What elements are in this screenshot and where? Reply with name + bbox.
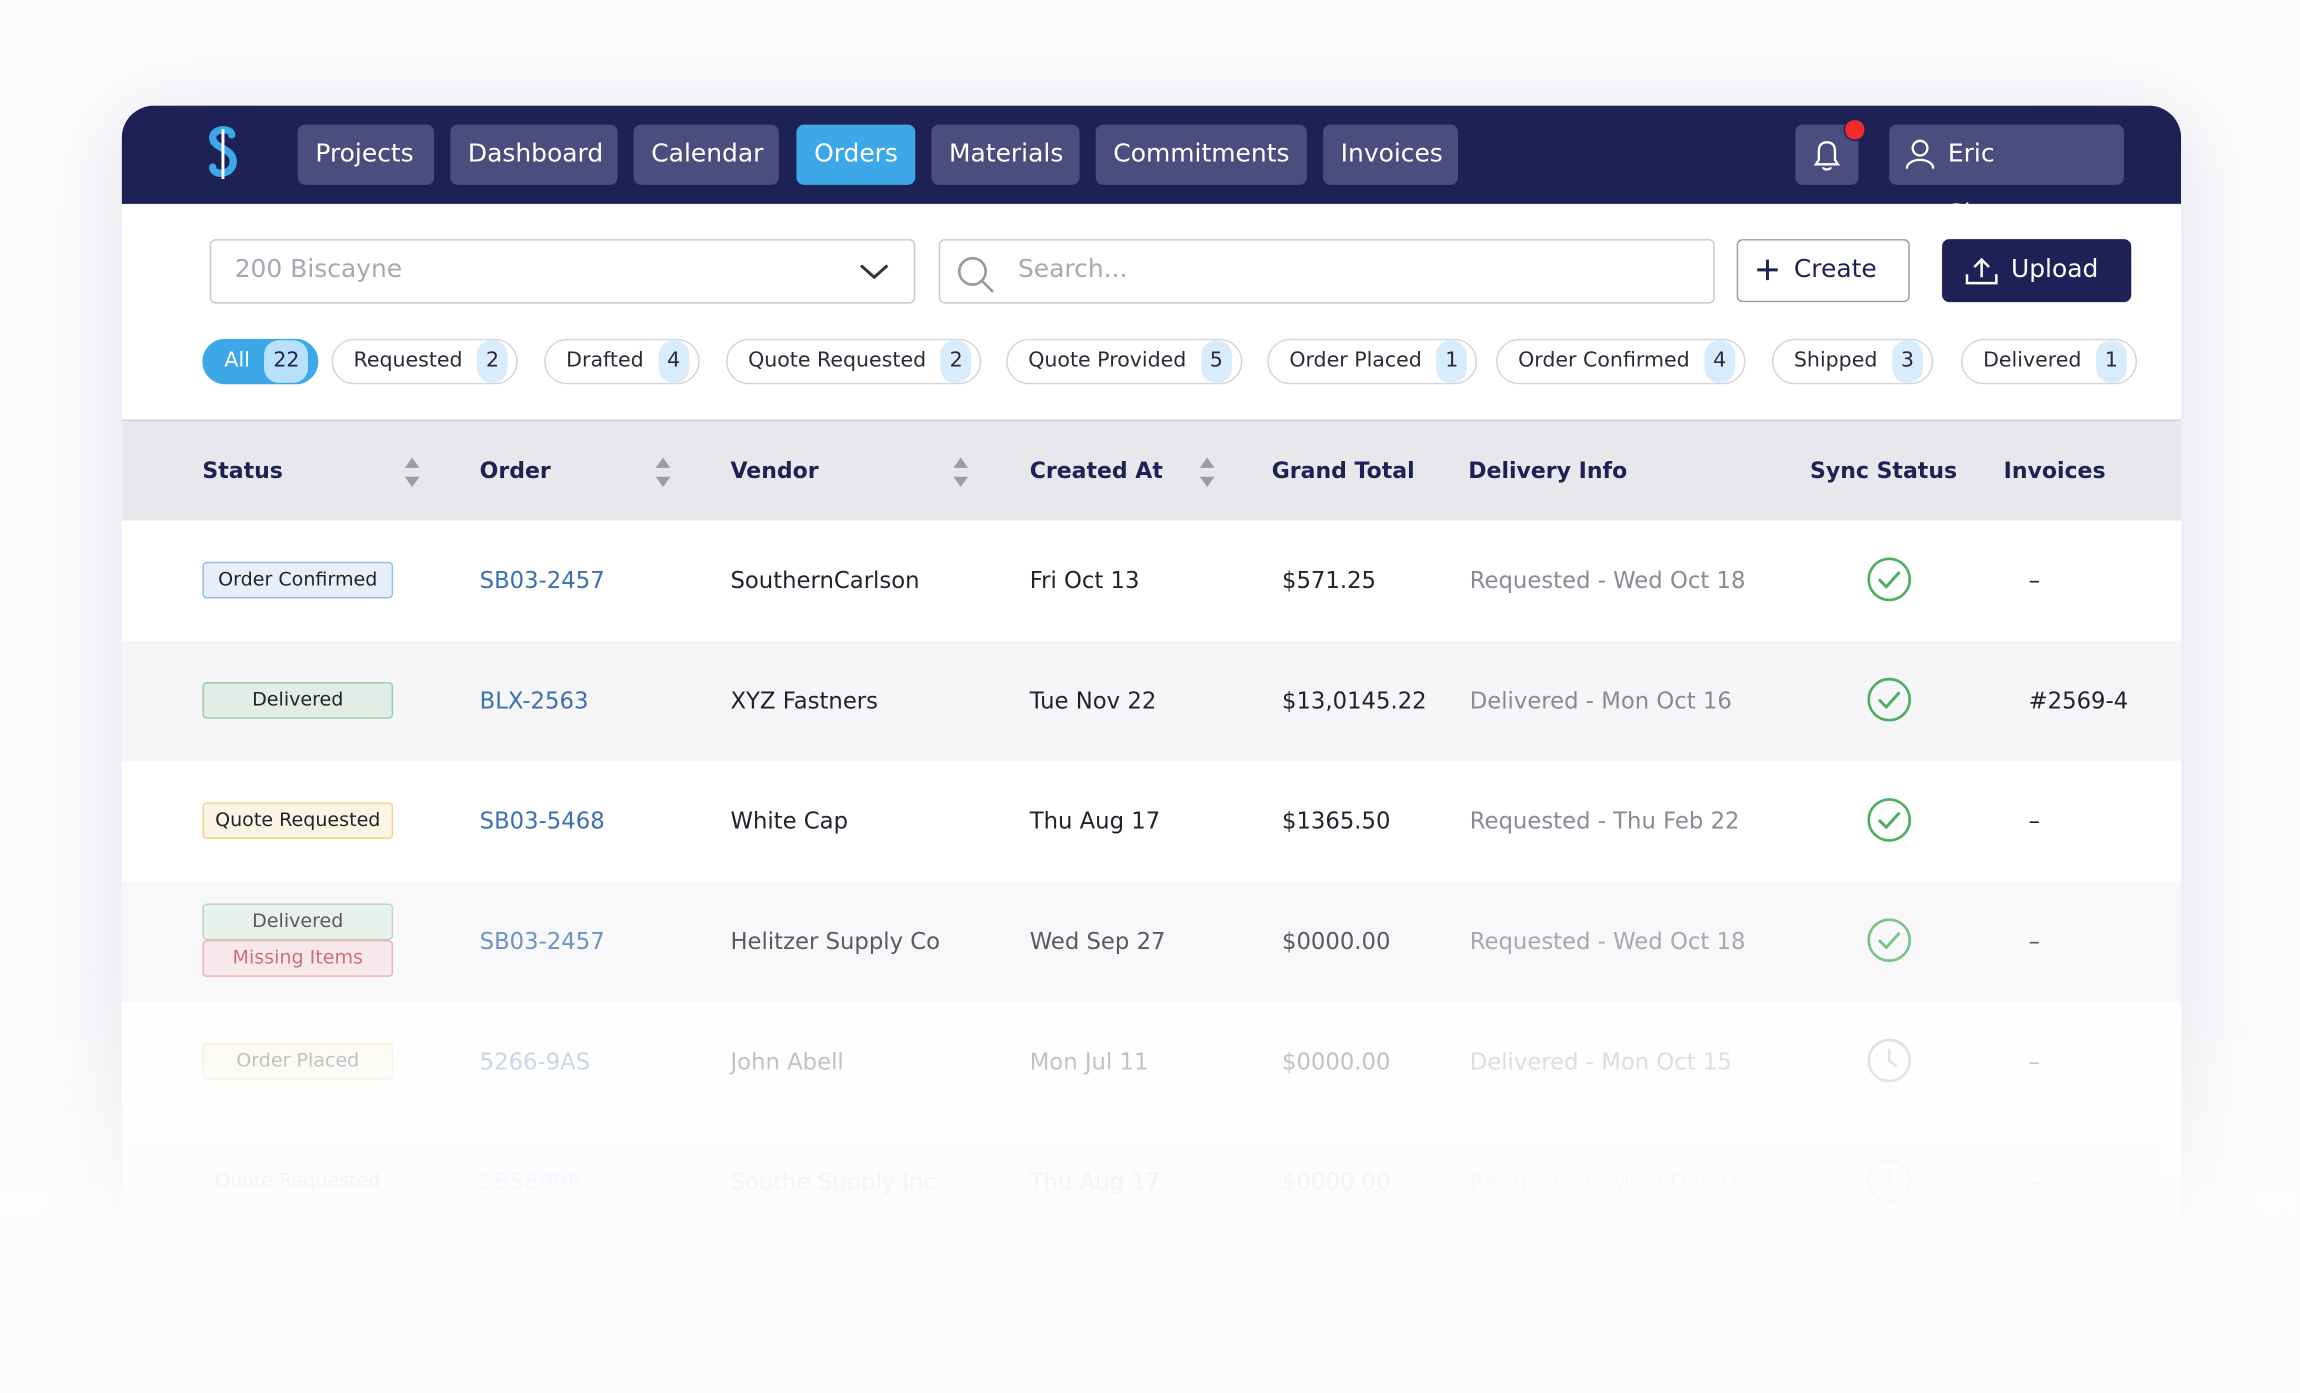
filter-label: Quote Requested [748,349,927,373]
filter-chip[interactable]: Quote Provided 5 [1006,338,1242,385]
order-link[interactable]: SB03-5468 [479,808,605,835]
delivery-info: Requested - Thu Feb 22 [1469,808,1740,835]
sort-icon[interactable] [403,455,421,490]
filter-count: 3 [1892,340,1923,383]
sort-icon[interactable] [1198,455,1216,490]
status-badge: Quote Requested [202,802,394,840]
vendor: Helitzer Supply Co [730,928,941,955]
invoice: – [2028,567,2040,595]
project-name: 200 Biscayne [234,255,403,285]
delivery-info: Requested - Wed Oct 18 [1469,567,1746,595]
filter-label: Requested [353,349,463,373]
sync-icon [1867,798,1912,842]
column-header: Order [479,457,551,485]
user-menu[interactable]: Eric Simpson [1889,124,2124,229]
sync-icon [1867,918,1912,963]
order-link[interactable]: BLX-2563 [479,687,589,715]
vendor: SouthernCarlson [730,567,920,595]
invoice: – [2028,928,2040,955]
filter-count: 1 [1436,340,1468,383]
sort-icon[interactable] [952,455,970,490]
sync-icon [1867,677,1912,722]
column-header: Status [202,457,283,485]
filter-chip[interactable]: Delivered 1 [1961,338,2138,385]
filter-label: Order Confirmed [1518,349,1690,373]
upload-button[interactable]: Upload [1942,239,2132,303]
sort-icon[interactable] [654,455,672,490]
nav-item[interactable]: Projects [297,124,435,185]
notification-dot [1843,118,1866,141]
filter-label: Quote Provided [1028,349,1187,373]
create-label: Create [1793,255,1877,285]
table-header: Status Order Vendor Created At Grand Total De… [121,419,2182,521]
sync-icon [1867,557,1912,602]
created-at: Wed Sep 27 [1029,928,1166,955]
filter-chip[interactable]: All 22 [202,338,319,385]
filter-label: All [224,349,250,373]
user-name: Eric Simpson [1947,139,2055,229]
create-button[interactable]: Create [1736,239,1910,303]
status-badge: Delivered [202,682,394,719]
search-box[interactable]: Search... [938,239,1715,304]
fade-overlay [0,968,2300,1393]
table-row[interactable]: Quote Requested SB03-5468 White Cap Thu Aug… [121,761,2182,882]
order-link[interactable]: SB03-2457 [479,928,605,955]
created-at: Thu Aug 17 [1029,808,1161,835]
grand-total: $571.25 [1281,567,1377,595]
filter-count: 22 [264,340,309,383]
delivery-info: Requested - Wed Oct 18 [1469,928,1746,955]
order-link[interactable]: SB03-2457 [479,567,605,595]
project-select[interactable]: 200 Biscayne [209,239,916,304]
filter-chip[interactable]: Shipped 3 [1771,338,1934,385]
delivery-info: Delivered - Mon Oct 16 [1469,687,1732,715]
nav-item[interactable]: Dashboard [450,124,618,185]
vendor: XYZ Fastners [730,687,879,715]
filter-label: Delivered [1983,349,2082,373]
invoice: – [2028,808,2040,835]
filter-count: 2 [477,340,508,383]
column-header: Created At [1029,457,1163,485]
filter-label: Drafted [566,349,644,373]
status-badge: Order Confirmed [202,561,394,599]
filter-label: Order Placed [1289,349,1422,373]
column-header: Sync Status [1810,457,1958,485]
filter-chip[interactable]: Order Confirmed 4 [1496,338,1746,385]
vendor: White Cap [730,808,849,835]
filter-count: 5 [1201,340,1232,383]
nav-item[interactable]: Calendar [633,124,779,185]
filter-count: 4 [1704,340,1735,383]
filter-count: 2 [940,340,972,383]
grand-total: $13,0145.22 [1281,687,1427,715]
table-row[interactable]: Order Confirmed SB03-2457 SouthernCarlson F… [121,520,2182,641]
filter-chip[interactable]: Quote Requested 2 [726,338,982,385]
nav-item[interactable]: Invoices [1323,124,1458,185]
nav-item[interactable]: Materials [931,124,1080,185]
column-header: Vendor [730,457,819,485]
nav-item[interactable]: Orders [796,124,916,185]
filter-label: Shipped [1793,349,1878,373]
table-row[interactable]: Delivered BLX-2563 XYZ Fastners Tue Nov 22 $… [121,640,2182,762]
created-at: Fri Oct 13 [1029,567,1140,595]
filter-chip[interactable]: Order Placed 1 [1267,338,1478,385]
created-at: Tue Nov 22 [1029,687,1157,715]
nav-item[interactable]: Commitments [1095,124,1307,185]
upload-label: Upload [2010,255,2099,285]
status-badge: Delivered [202,903,394,941]
invoice: #2569-4 [2028,687,2129,715]
filter-chip[interactable]: Drafted 4 [544,338,700,385]
column-header: Delivery Info [1468,457,1628,485]
navbar: Projects Dashboard Calendar Orders Materials… [121,105,2182,229]
search-placeholder: Search... [1017,255,1128,285]
filter-count: 4 [658,340,689,383]
filter-chip[interactable]: Requested 2 [331,338,519,385]
grand-total: $0000.00 [1281,928,1391,955]
logo [209,126,237,179]
grand-total: $1365.50 [1281,808,1391,835]
column-header: Grand Total [1271,457,1415,485]
column-header: Invoices [2003,457,2106,485]
filter-count: 1 [2096,340,2127,383]
